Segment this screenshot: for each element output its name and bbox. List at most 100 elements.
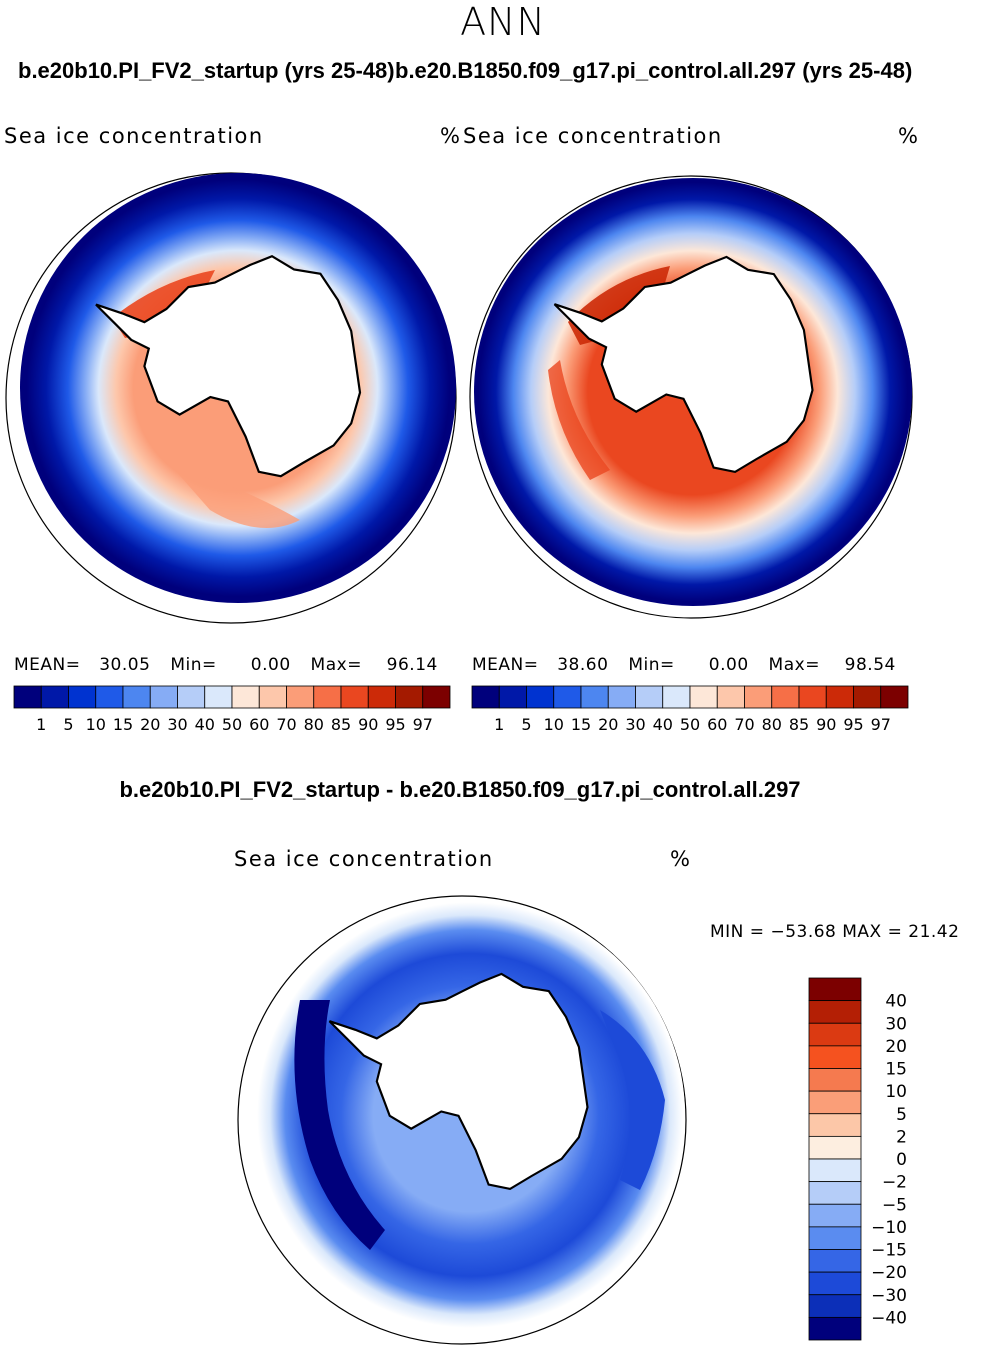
right-colorbar-tick-label: 97 bbox=[871, 715, 891, 734]
min-value: 0.00 bbox=[250, 655, 291, 675]
left-colorbar-swatch bbox=[422, 685, 451, 709]
difference-colorbar-swatch bbox=[808, 1249, 862, 1273]
right-colorbar-swatch bbox=[553, 685, 582, 709]
right-colorbar-tick-label: 30 bbox=[625, 715, 645, 734]
difference-colorbar-swatch bbox=[808, 1316, 862, 1341]
difference-colorbar-tick-label: 30 bbox=[885, 1014, 907, 1034]
right-colorbar-swatch bbox=[526, 685, 555, 709]
difference-colorbar-swatch bbox=[808, 1113, 862, 1137]
difference-colorbar-swatch bbox=[808, 1158, 862, 1183]
right-panel-units: % bbox=[898, 124, 920, 148]
right-colorbar: 1 5 10 15 20 30 40 50 60 70 80 85 90 95 97 bbox=[471, 685, 909, 734]
left-panel-stats: MEAN= 30.05 Min= 0.00 Max= 96.14 bbox=[14, 655, 438, 675]
difference-colorbar-tick-label: −5 bbox=[882, 1195, 907, 1215]
difference-colorbar-swatch bbox=[808, 977, 862, 1002]
difference-colorbar-tick-label: 20 bbox=[885, 1037, 907, 1057]
difference-colorbar-swatch bbox=[808, 1000, 862, 1024]
difference-title: b.e20b10.PI_FV2_startup - b.e20.B1850.f0… bbox=[119, 777, 801, 802]
right-colorbar-tick-label: 95 bbox=[843, 715, 863, 734]
left-colorbar-swatch bbox=[340, 685, 369, 709]
right-panel-stats: MEAN= 38.60 Min= 0.00 Max= 98.54 bbox=[472, 655, 896, 675]
difference-colorbar-tick-label: 40 bbox=[885, 992, 907, 1012]
figure-title: ANN bbox=[460, 0, 546, 44]
right-colorbar-swatch bbox=[853, 685, 882, 709]
max-label: Max= bbox=[768, 655, 820, 675]
right-colorbar-tick-label: 90 bbox=[816, 715, 836, 734]
difference-colorbar-tick-label: 15 bbox=[885, 1060, 907, 1080]
left-colorbar: 1 5 10 15 20 30 40 50 60 70 80 85 90 95 97 bbox=[13, 685, 451, 734]
difference-colorbar-tick-label: −2 bbox=[882, 1173, 907, 1193]
left-colorbar-swatch bbox=[122, 685, 151, 709]
right-colorbar-tick-label: 15 bbox=[571, 715, 591, 734]
right-colorbar-swatch bbox=[825, 685, 854, 709]
left-run-title: b.e20b10.PI_FV2_startup (yrs 25-48) bbox=[18, 58, 395, 83]
right-colorbar-swatch bbox=[498, 685, 527, 709]
left-panel-units: % bbox=[440, 124, 462, 148]
difference-colorbar-tick-label: 10 bbox=[885, 1082, 907, 1102]
left-colorbar-tick-label: 5 bbox=[63, 715, 73, 734]
left-colorbar-swatch bbox=[177, 685, 206, 709]
difference-colorbar-swatch bbox=[808, 1068, 862, 1092]
difference-units: % bbox=[670, 847, 692, 871]
difference-colorbar-swatch bbox=[808, 1271, 862, 1296]
left-map bbox=[6, 173, 456, 623]
right-map bbox=[470, 176, 912, 618]
right-colorbar-tick-label: 60 bbox=[707, 715, 727, 734]
left-colorbar-swatch bbox=[231, 685, 260, 709]
mean-value: 38.60 bbox=[557, 655, 609, 675]
difference-colorbar-tick-label: −15 bbox=[871, 1241, 907, 1261]
right-panel-variable: Sea ice concentration bbox=[463, 124, 723, 148]
left-colorbar-tick-label: 40 bbox=[195, 715, 215, 734]
max-value: 96.14 bbox=[386, 655, 438, 675]
difference-variable: Sea ice concentration bbox=[234, 847, 494, 871]
left-colorbar-tick-label: 50 bbox=[222, 715, 242, 734]
right-colorbar-swatch bbox=[716, 685, 745, 709]
right-colorbar-tick-label: 80 bbox=[762, 715, 782, 734]
left-panel-variable: Sea ice concentration bbox=[4, 124, 264, 148]
right-colorbar-swatch bbox=[662, 685, 691, 709]
max-label: Max= bbox=[310, 655, 362, 675]
left-colorbar-swatch bbox=[204, 685, 233, 709]
difference-colorbar-tick-label: 2 bbox=[896, 1127, 907, 1147]
left-colorbar-tick-label: 95 bbox=[385, 715, 405, 734]
right-colorbar-swatch bbox=[471, 685, 500, 709]
right-colorbar-swatch bbox=[880, 685, 909, 709]
right-run-title: b.e20.B1850.f09_g17.pi_control.all.297 (… bbox=[395, 58, 913, 83]
right-colorbar-tick-label: 10 bbox=[544, 715, 564, 734]
right-colorbar-swatch bbox=[580, 685, 609, 709]
left-colorbar-swatch bbox=[367, 685, 396, 709]
left-colorbar-swatch bbox=[395, 685, 424, 709]
difference-colorbar-swatch bbox=[808, 1045, 862, 1069]
right-colorbar-swatch bbox=[798, 685, 827, 709]
left-colorbar-tick-label: 85 bbox=[331, 715, 351, 734]
left-colorbar-swatch bbox=[149, 685, 178, 709]
left-colorbar-swatch bbox=[286, 685, 315, 709]
difference-colorbar-tick-label: −40 bbox=[871, 1308, 907, 1328]
left-colorbar-tick-label: 60 bbox=[249, 715, 269, 734]
left-colorbar-tick-label: 20 bbox=[140, 715, 160, 734]
difference-colorbar-swatch bbox=[808, 1203, 862, 1228]
difference-minmax: MIN = −53.68 MAX = 21.42 bbox=[710, 922, 960, 942]
right-colorbar-tick-label: 85 bbox=[789, 715, 809, 734]
difference-colorbar-tick-label: 0 bbox=[896, 1150, 907, 1170]
left-colorbar-tick-label: 10 bbox=[86, 715, 106, 734]
difference-colorbar-tick-label: −30 bbox=[871, 1286, 907, 1306]
left-colorbar-tick-label: 15 bbox=[113, 715, 133, 734]
difference-map bbox=[238, 896, 686, 1344]
right-colorbar-tick-label: 20 bbox=[598, 715, 618, 734]
right-colorbar-tick-label: 50 bbox=[680, 715, 700, 734]
mean-value: 30.05 bbox=[99, 655, 151, 675]
left-colorbar-swatch bbox=[95, 685, 124, 709]
difference-colorbar-swatch bbox=[808, 1090, 862, 1115]
left-colorbar-swatch bbox=[258, 685, 287, 709]
max-value: 98.54 bbox=[844, 655, 896, 675]
right-colorbar-tick-label: 70 bbox=[734, 715, 754, 734]
right-colorbar-swatch bbox=[689, 685, 718, 709]
difference-colorbar-tick-label: −10 bbox=[871, 1218, 907, 1238]
difference-colorbar-swatch bbox=[808, 1022, 862, 1047]
left-colorbar-tick-label: 70 bbox=[276, 715, 296, 734]
min-label: Min= bbox=[170, 655, 217, 675]
difference-colorbar-tick-label: 5 bbox=[896, 1105, 907, 1125]
